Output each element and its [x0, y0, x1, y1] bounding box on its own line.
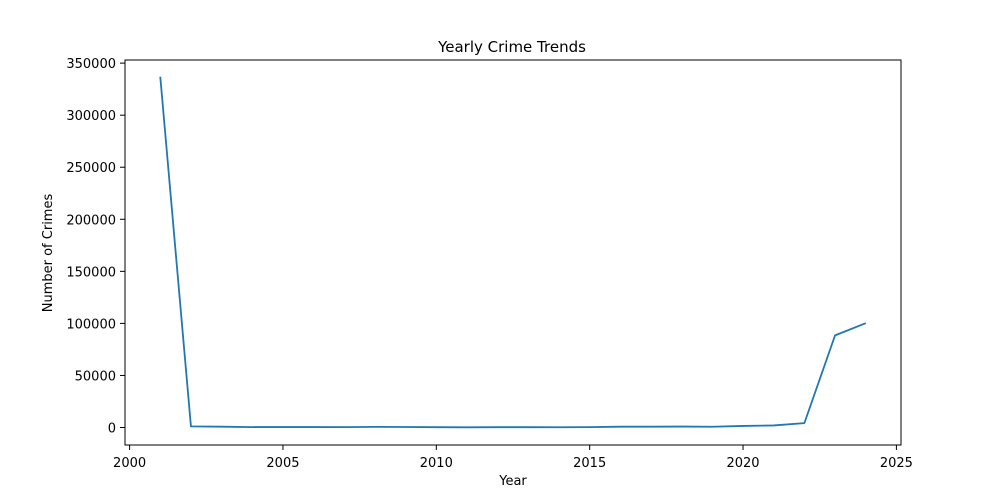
y-tick-label: 150000: [66, 265, 116, 280]
x-tick-label: 2025: [880, 456, 913, 471]
x-tick-label: 2020: [726, 456, 759, 471]
x-tick-label: 2015: [573, 456, 606, 471]
x-axis-label: Year: [498, 474, 527, 489]
plot-frame: [124, 59, 902, 446]
series-line: [159, 76, 867, 429]
y-tick-label: 0: [108, 422, 116, 437]
y-tick-label: 300000: [66, 109, 116, 124]
x-axis: 2000 2005 2010 2015 2020 2025: [113, 445, 913, 471]
x-tick-label: 2005: [266, 456, 299, 471]
y-axis: 0 50000 100000 150000 200000 250000 300000 3500…: [66, 57, 125, 437]
series-layer: [159, 76, 867, 429]
y-tick-label: 350000: [66, 57, 116, 72]
y-tick-label: 100000: [66, 317, 116, 332]
chart-title: Yearly Crime Trends: [437, 38, 586, 56]
y-tick-label: 250000: [66, 161, 116, 176]
x-tick-label: 2010: [420, 456, 453, 471]
y-tick-label: 50000: [75, 369, 116, 384]
x-tick-label: 2000: [113, 456, 146, 471]
y-tick-label: 200000: [66, 213, 116, 228]
y-axis-label: Number of Crimes: [41, 194, 56, 313]
